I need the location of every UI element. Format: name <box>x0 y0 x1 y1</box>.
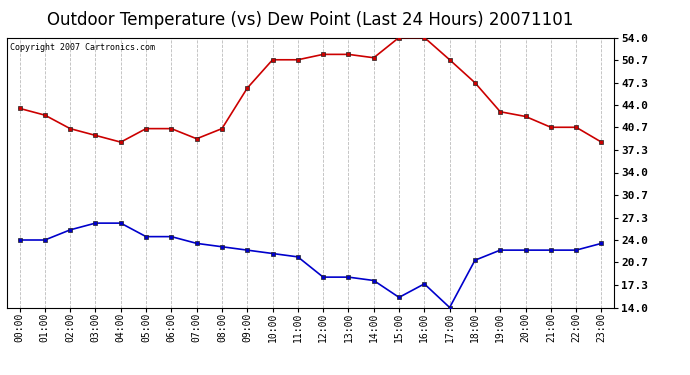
Text: Copyright 2007 Cartronics.com: Copyright 2007 Cartronics.com <box>10 43 155 52</box>
Text: Outdoor Temperature (vs) Dew Point (Last 24 Hours) 20071101: Outdoor Temperature (vs) Dew Point (Last… <box>48 11 573 29</box>
